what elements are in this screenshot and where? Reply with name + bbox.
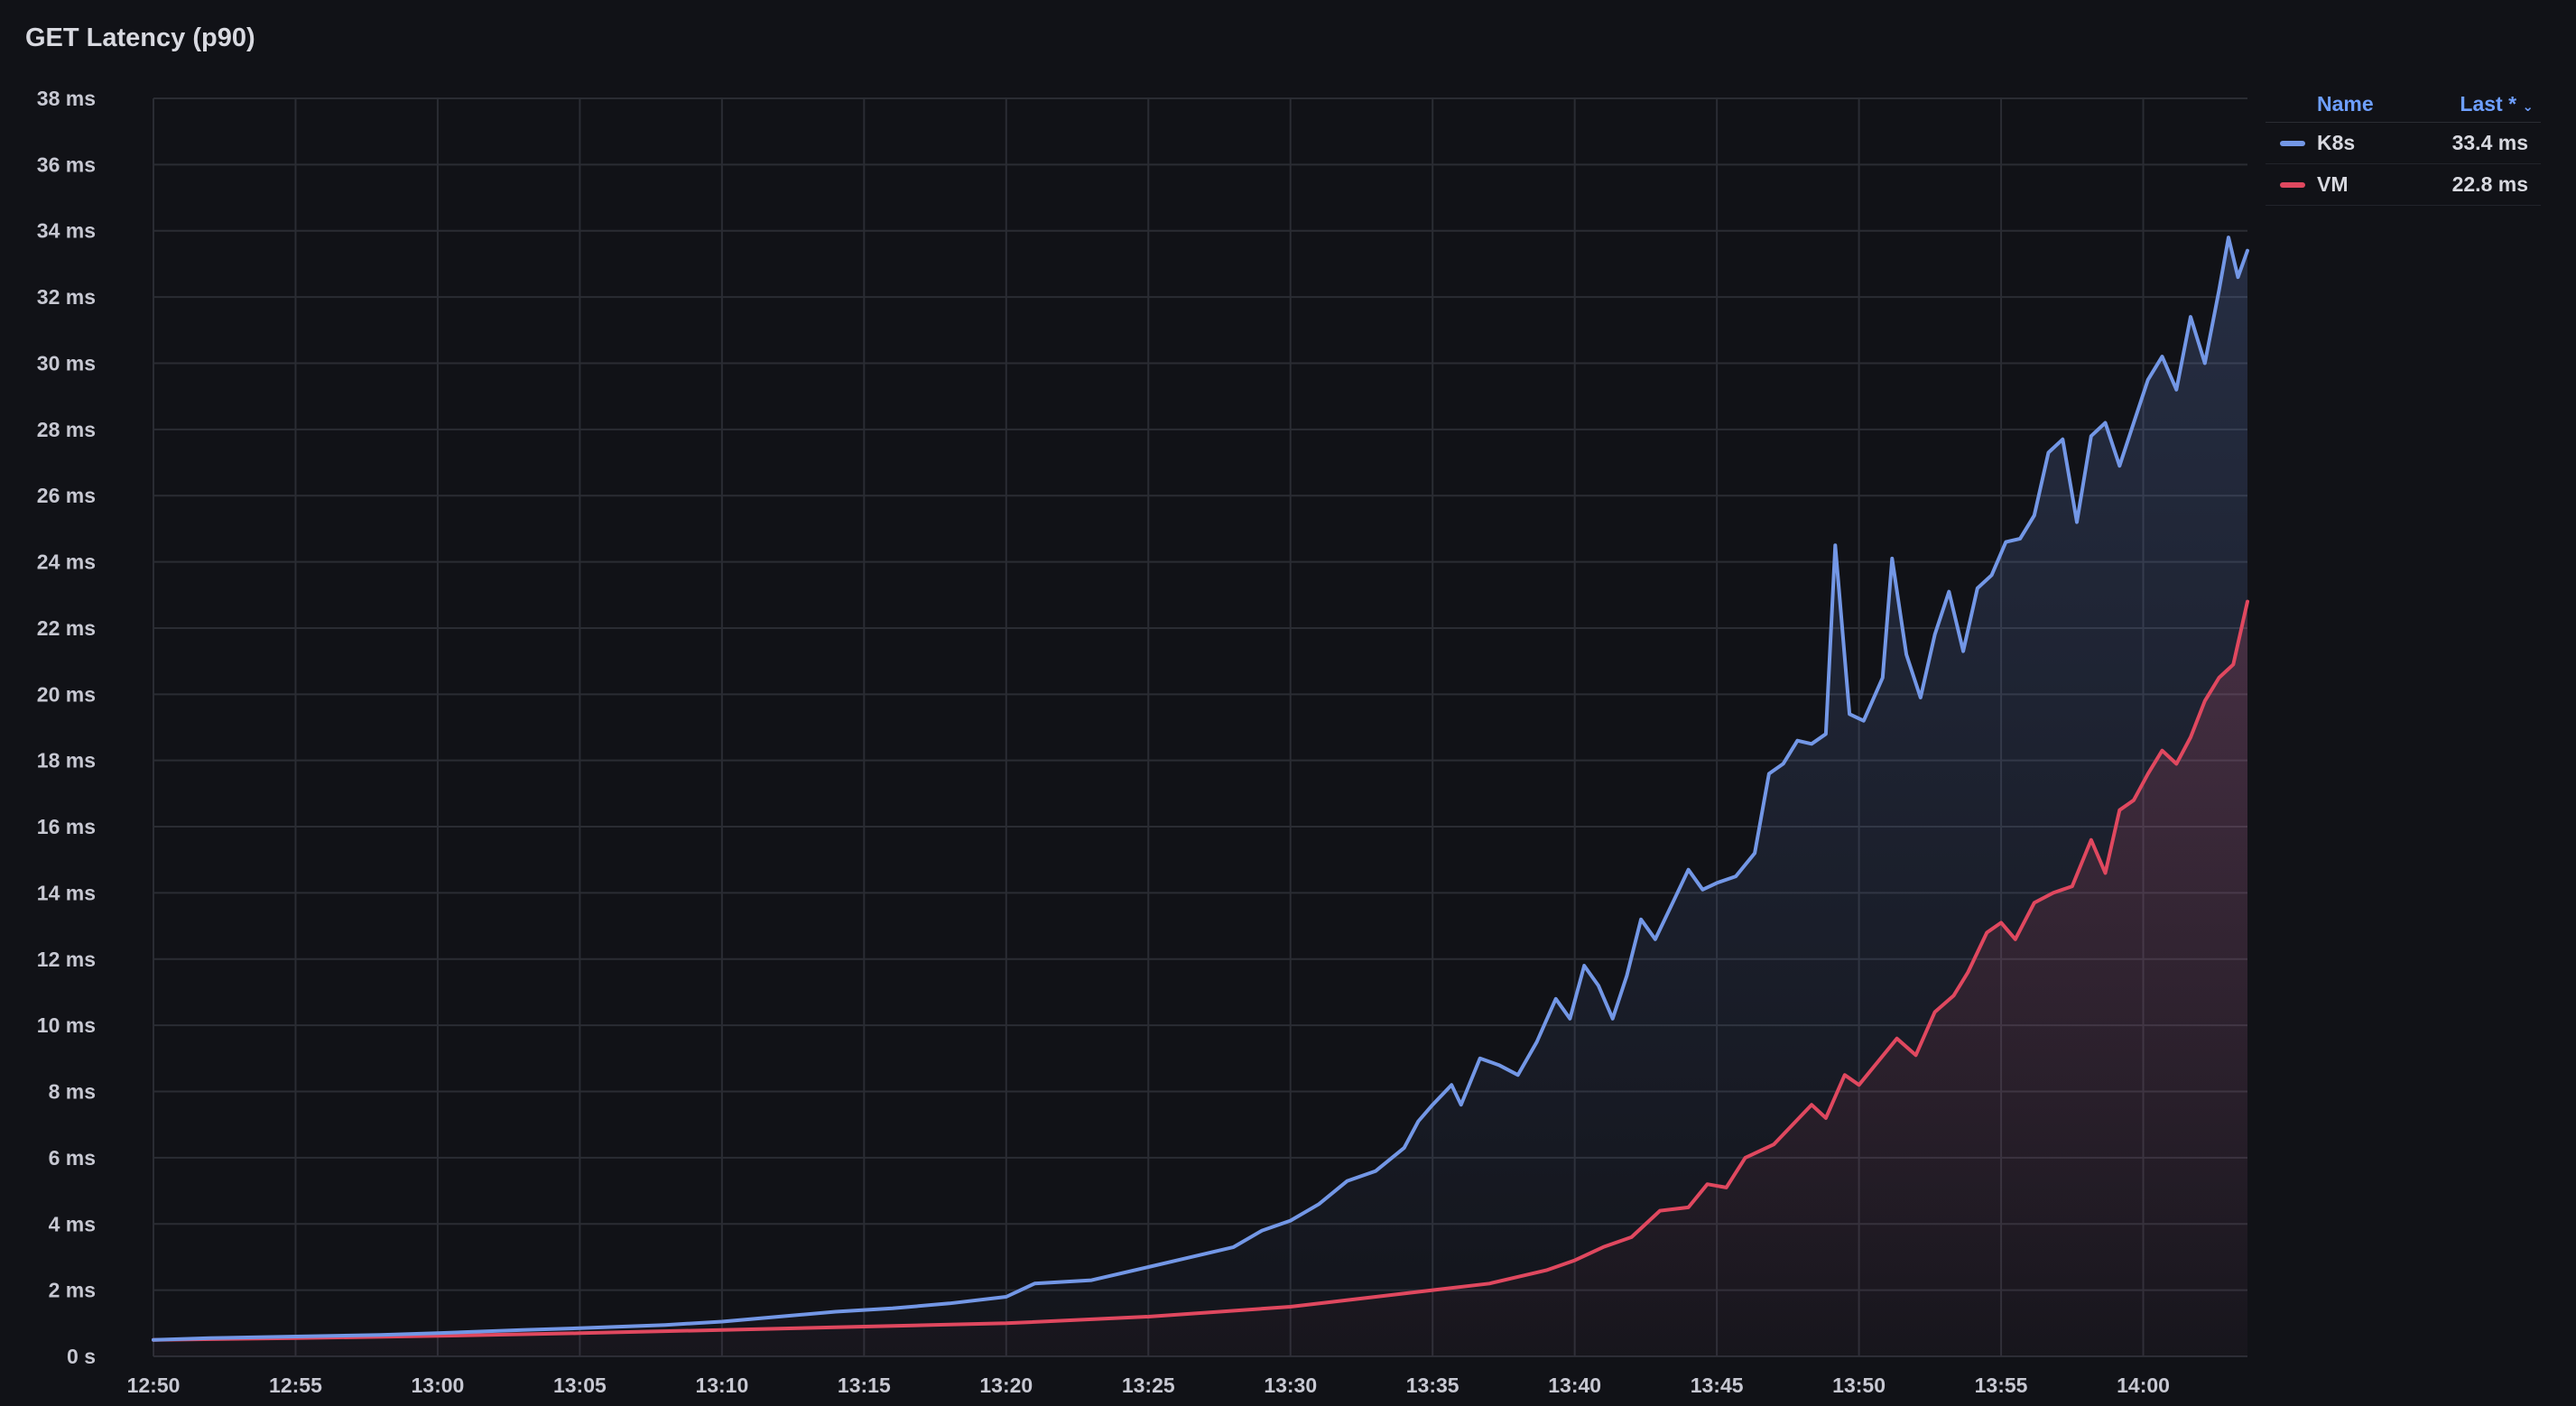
legend-last-value: 22.8 ms bbox=[2451, 172, 2528, 196]
y-tick-label: 28 ms bbox=[37, 418, 96, 441]
y-tick-label: 32 ms bbox=[37, 285, 96, 309]
x-tick-label: 14:00 bbox=[2117, 1374, 2170, 1397]
x-tick-label: 12:50 bbox=[127, 1374, 181, 1397]
y-tick-label: 20 ms bbox=[37, 682, 96, 706]
x-tick-label: 13:15 bbox=[838, 1374, 891, 1397]
y-tick-label: 34 ms bbox=[37, 219, 96, 243]
x-tick-label: 13:35 bbox=[1406, 1374, 1459, 1397]
y-tick-label: 18 ms bbox=[37, 749, 96, 772]
legend-header: Name Last * ⌄ bbox=[2266, 86, 2541, 123]
panel-title[interactable]: GET Latency (p90) bbox=[25, 23, 255, 52]
x-tick-label: 13:05 bbox=[553, 1374, 607, 1397]
y-tick-label: 6 ms bbox=[49, 1146, 96, 1170]
x-tick-label: 13:55 bbox=[1975, 1374, 2028, 1397]
legend-table: Name Last * ⌄ K8s 33.4 ms VM 22.8 ms bbox=[2266, 86, 2541, 206]
legend-series-name: K8s bbox=[2317, 131, 2356, 154]
y-tick-label: 12 ms bbox=[37, 948, 96, 971]
y-tick-label: 10 ms bbox=[37, 1013, 96, 1037]
series-color-swatch bbox=[2280, 181, 2305, 188]
x-tick-label: 13:10 bbox=[695, 1374, 748, 1397]
x-tick-label: 13:25 bbox=[1122, 1374, 1175, 1397]
legend-item-vm[interactable]: VM 22.8 ms bbox=[2266, 164, 2541, 206]
y-tick-label: 24 ms bbox=[37, 550, 96, 574]
y-tick-label: 38 ms bbox=[37, 87, 96, 110]
series-line-vm[interactable] bbox=[152, 599, 2249, 1342]
legend-last-value: 33.4 ms bbox=[2451, 131, 2528, 154]
y-tick-label: 30 ms bbox=[37, 351, 96, 375]
chevron-down-icon: ⌄ bbox=[2522, 98, 2534, 115]
y-tick-label: 2 ms bbox=[49, 1279, 96, 1302]
legend-series-name: VM bbox=[2317, 172, 2349, 196]
x-tick-label: 13:00 bbox=[412, 1374, 465, 1397]
y-tick-label: 22 ms bbox=[37, 616, 96, 640]
y-tick-label: 14 ms bbox=[37, 881, 96, 904]
legend-item-k8s[interactable]: K8s 33.4 ms bbox=[2266, 123, 2541, 164]
series-area-k8s bbox=[153, 237, 2247, 1357]
x-tick-label: 12:55 bbox=[269, 1374, 322, 1397]
y-tick-label: 26 ms bbox=[37, 484, 96, 507]
series-line-k8s[interactable] bbox=[152, 236, 2249, 1342]
x-tick-label: 13:20 bbox=[979, 1374, 1033, 1397]
y-tick-label: 8 ms bbox=[49, 1080, 96, 1104]
x-tick-label: 13:40 bbox=[1548, 1374, 1601, 1397]
legend-last-header[interactable]: Last * ⌄ bbox=[2460, 92, 2534, 116]
y-tick-label: 36 ms bbox=[37, 153, 96, 176]
y-tick-label: 4 ms bbox=[49, 1212, 96, 1235]
y-tick-label: 0 s bbox=[67, 1345, 96, 1368]
x-tick-label: 13:45 bbox=[1691, 1374, 1744, 1397]
legend-name-header[interactable]: Name bbox=[2317, 91, 2374, 116]
legend-last-header-label: Last * bbox=[2460, 91, 2517, 116]
x-tick-label: 13:30 bbox=[1264, 1374, 1317, 1397]
y-tick-label: 16 ms bbox=[37, 815, 96, 838]
x-tick-label: 13:50 bbox=[1832, 1374, 1886, 1397]
series-color-swatch bbox=[2280, 140, 2305, 146]
